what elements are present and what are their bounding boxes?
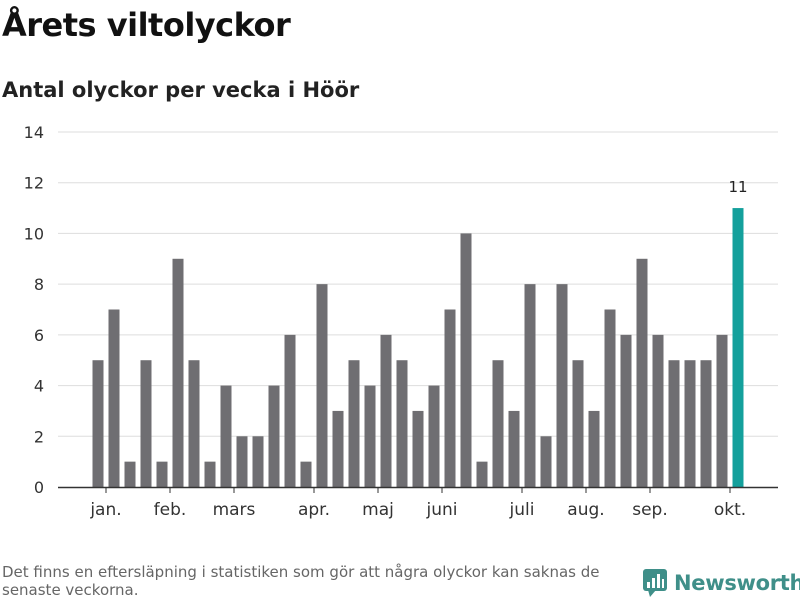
y-tick-label: 2 (34, 427, 44, 446)
bar (268, 385, 280, 487)
bar-chart: 0 2 4 6 8 10 12 14 jan. feb. mars apr. maj juni juli a… (24, 123, 778, 520)
bar (348, 360, 360, 487)
bar (332, 410, 344, 487)
x-tick-label: okt. (714, 500, 746, 520)
y-tick-label: 6 (34, 326, 44, 345)
x-tick-label: jan. (89, 500, 121, 520)
y-tick-label: 4 (34, 377, 44, 396)
chart-title: Årets viltolyckor (2, 6, 291, 44)
bar (620, 334, 632, 487)
brand-logo: Newsworthy (642, 568, 800, 598)
x-tick-label: mars (213, 500, 256, 520)
bar (444, 309, 456, 487)
bar (668, 360, 680, 487)
y-tick-label: 8 (34, 275, 44, 294)
data-label: 11 (728, 178, 747, 196)
bar (300, 461, 312, 487)
x-tick-label: juni (426, 500, 458, 520)
newsworthy-logo-icon (643, 569, 667, 597)
bar (204, 461, 216, 487)
bar (460, 233, 472, 487)
brand-name: Newsworthy (674, 571, 800, 595)
bar (636, 258, 648, 487)
bar (364, 385, 376, 487)
bar (140, 360, 152, 487)
bar (524, 284, 536, 487)
bar (556, 284, 568, 487)
bar (92, 360, 104, 487)
bar (652, 334, 664, 487)
data-labels: 11 (728, 178, 747, 196)
x-tick-label: apr. (298, 500, 330, 520)
bar (252, 436, 264, 487)
bar (476, 461, 488, 487)
bar (508, 410, 520, 487)
y-tick-label: 14 (24, 123, 44, 142)
bar (284, 334, 296, 487)
x-tick-label: maj (362, 500, 394, 520)
footnote: Det finns en eftersläpning i statistiken… (2, 563, 600, 599)
bar (700, 360, 712, 487)
bar (188, 360, 200, 487)
bar (716, 334, 728, 487)
x-tick-label: sep. (632, 500, 668, 520)
bar (540, 436, 552, 487)
y-tick-label: 10 (24, 224, 44, 243)
y-tick-label: 0 (34, 478, 44, 497)
x-tick-label: aug. (567, 500, 604, 520)
x-tick-label: feb. (154, 500, 187, 520)
bar (588, 410, 600, 487)
bar (396, 360, 408, 487)
bar (156, 461, 168, 487)
x-tick-label: juli (509, 500, 535, 520)
bar-highlight (732, 208, 744, 488)
y-axis-ticks: 0 2 4 6 8 10 12 14 (24, 123, 44, 497)
bar (492, 360, 504, 487)
bar (572, 360, 584, 487)
chart-subtitle: Antal olyckor per vecka i Höör (2, 78, 360, 102)
bar (220, 385, 232, 487)
bar (604, 309, 616, 487)
bars (92, 208, 744, 488)
bar (236, 436, 248, 487)
bar (428, 385, 440, 487)
bar (172, 258, 184, 487)
bar (684, 360, 696, 487)
bar (316, 284, 328, 487)
bar (124, 461, 136, 487)
bar (412, 410, 424, 487)
x-axis-ticks: jan. feb. mars apr. maj juni juli aug. sep. okt. (89, 487, 746, 520)
bar (108, 309, 120, 487)
bar (380, 334, 392, 487)
y-tick-label: 12 (24, 174, 44, 193)
